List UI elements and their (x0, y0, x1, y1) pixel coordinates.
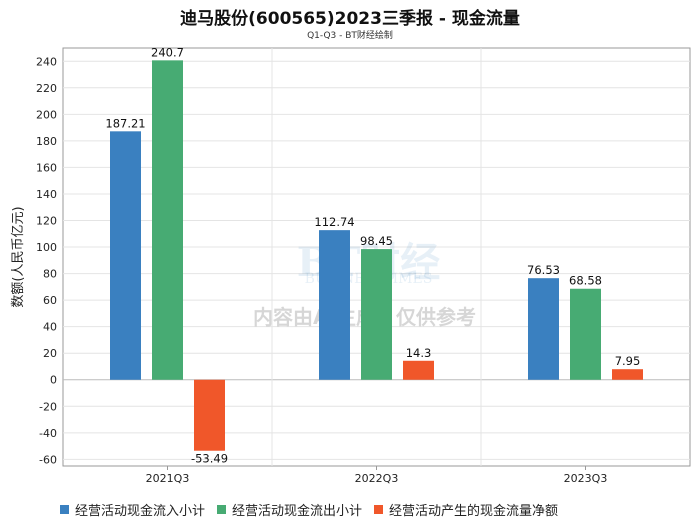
legend-swatch (60, 505, 69, 514)
legend-swatch (217, 505, 227, 514)
legend-swatch (374, 505, 384, 514)
bar-data-label: 68.58 (569, 274, 602, 288)
bar-data-label: 240.7 (151, 45, 184, 59)
bar (570, 288, 601, 380)
y-tick-label: -40 (39, 427, 57, 440)
bar-data-label: 112.74 (314, 215, 354, 229)
bar-data-label: 7.95 (615, 354, 641, 368)
y-tick-label: 240 (36, 55, 57, 68)
bar (194, 379, 225, 451)
legend-label: 经营活动现金流入小计 (75, 504, 206, 519)
x-tick-label: 2023Q3 (564, 472, 608, 485)
bar (403, 360, 434, 380)
y-tick-label: 220 (36, 82, 57, 95)
y-axis-label: 数额(人民币亿元) (11, 206, 26, 307)
x-tick-label: 2022Q3 (355, 472, 399, 485)
bar (319, 230, 350, 380)
legend-label: 经营活动产生的现金流量净额 (389, 504, 559, 519)
y-tick-label: -60 (39, 453, 57, 466)
legend-item: 经营活动现金流入小计 (60, 500, 205, 519)
chart-title: 迪马股份(600565)2023三季报 - 现金流量 (180, 9, 520, 29)
y-tick-label: 100 (36, 241, 57, 254)
bar (612, 369, 643, 380)
y-tick-label: 180 (36, 135, 57, 148)
y-tick-label: 160 (36, 161, 57, 174)
bar (152, 60, 183, 380)
legend-label: 经营活动现金流出小计 (232, 504, 363, 519)
bar-data-label: -53.49 (191, 452, 228, 466)
bar (528, 278, 559, 380)
y-tick-label: 0 (50, 374, 57, 387)
y-tick-label: 20 (43, 347, 57, 360)
y-tick-label: 80 (43, 268, 57, 281)
y-tick-label: 60 (43, 294, 57, 307)
chart-legend: 经营活动现金流入小计 经营活动现金流出小计 经营活动产生的现金流量净额 (60, 500, 558, 519)
y-tick-label: 40 (43, 321, 57, 334)
y-tick-label: 120 (36, 215, 57, 228)
bar-data-label: 76.53 (527, 263, 560, 277)
legend-item: 经营活动产生的现金流量净额 (374, 500, 558, 519)
bar (361, 249, 392, 380)
chart-subtitle: Q1-Q3 - BT财经绘制 (307, 31, 393, 41)
y-tick-label: 140 (36, 188, 57, 201)
legend-item: 经营活动现金流出小计 (217, 500, 362, 519)
bar-data-label: 14.3 (406, 346, 432, 360)
y-tick-label: 200 (36, 108, 57, 121)
y-tick-label: -20 (39, 400, 57, 413)
bar-data-label: 187.21 (105, 116, 145, 130)
bar (110, 131, 141, 380)
x-tick-label: 2021Q3 (146, 472, 190, 485)
bar-data-label: 98.45 (360, 234, 393, 248)
